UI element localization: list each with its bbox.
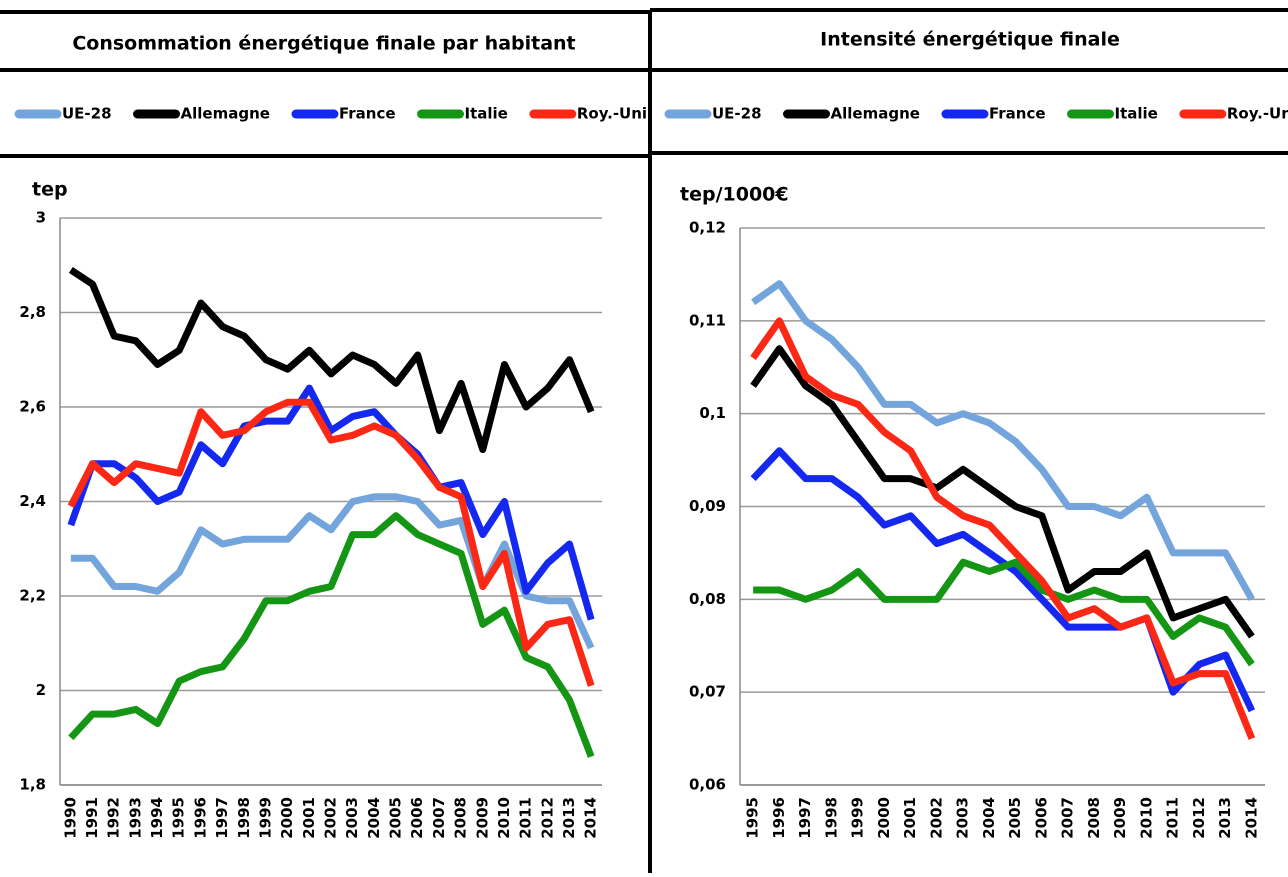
line-series — [750, 345, 1255, 639]
x-tick-label: 1999 — [256, 797, 274, 839]
x-tick-label: 1992 — [105, 797, 123, 839]
y-tick-label: 2,2 — [19, 587, 46, 605]
line-series — [750, 447, 1256, 713]
x-tick-label: 1990 — [61, 797, 79, 839]
x-tick-label: 2003 — [954, 797, 972, 839]
line-series — [68, 512, 595, 758]
legend-label: France — [339, 105, 396, 123]
x-tick-label: 2010 — [1137, 797, 1155, 839]
chart-title: Consommation énergétique finale par habi… — [72, 33, 575, 55]
x-tick-label: 2005 — [387, 797, 405, 839]
legend-label: Roy.-Uni — [1227, 105, 1288, 123]
legend-label: UE-28 — [712, 105, 762, 123]
y-tick-label: 3 — [36, 209, 46, 227]
line-series — [67, 398, 595, 687]
x-tick-label: 1996 — [191, 797, 209, 839]
x-tick-label: 2003 — [343, 797, 361, 839]
x-tick-label: 1995 — [744, 797, 762, 839]
x-tick-label: 2014 — [1242, 797, 1260, 839]
y-tick-label: 0,11 — [689, 311, 726, 329]
y-tick-label: 0,12 — [689, 219, 726, 237]
legend-label: Italie — [1115, 105, 1158, 123]
x-tick-label: 2012 — [538, 797, 556, 839]
x-tick-label: 2009 — [1111, 797, 1129, 839]
x-tick-label: 2001 — [901, 797, 919, 839]
line-series — [753, 558, 1255, 667]
x-tick-label: 1996 — [770, 797, 788, 839]
legend-label: UE-28 — [62, 105, 112, 123]
y-tick-label: 2,4 — [19, 492, 46, 510]
x-tick-label: 2002 — [927, 797, 945, 839]
line-series — [751, 280, 1255, 602]
y-tick-label: 0,1 — [699, 404, 726, 422]
x-tick-label: 1994 — [148, 797, 166, 839]
x-tick-label: 1999 — [849, 797, 867, 839]
x-tick-label: 1998 — [822, 797, 840, 839]
x-tick-label: 2013 — [560, 797, 578, 839]
y-tick-label: 1,8 — [19, 776, 46, 794]
x-tick-label: 2002 — [322, 797, 340, 839]
frame — [0, 8, 1288, 873]
line-series — [67, 384, 595, 621]
x-tick-label: 2011 — [517, 797, 535, 839]
x-tick-label: 2006 — [1032, 797, 1050, 839]
x-tick-label: 1993 — [126, 797, 144, 839]
x-tick-label: 2008 — [452, 797, 470, 839]
x-tick-label: 2005 — [1006, 797, 1024, 839]
x-tick-label: 2001 — [300, 797, 318, 839]
axis-unit: tep/1000€ — [680, 184, 789, 206]
legend-label: Allemagne — [831, 105, 920, 123]
y-tick-label: 0,06 — [689, 776, 726, 794]
chart-title: Intensité énergétique finale — [820, 29, 1120, 51]
y-tick-label: 2,8 — [19, 303, 46, 321]
y-tick-label: 0,08 — [689, 590, 726, 608]
legend-label: France — [989, 105, 1046, 123]
x-tick-label: 1998 — [235, 797, 253, 839]
x-tick-label: 2007 — [430, 797, 448, 839]
y-tick-label: 2,6 — [19, 398, 46, 416]
x-tick-label: 1997 — [213, 797, 231, 839]
x-tick-label: 2000 — [278, 797, 296, 839]
y-tick-label: 0,09 — [689, 497, 726, 515]
x-tick-label: 2000 — [875, 797, 893, 839]
x-tick-label: 2012 — [1190, 797, 1208, 839]
x-tick-label: 2006 — [408, 797, 426, 839]
y-tick-label: 2 — [36, 681, 46, 699]
line-series — [70, 493, 595, 650]
legend-label: Allemagne — [181, 105, 270, 123]
x-tick-label: 2004 — [365, 797, 383, 839]
line-series — [750, 317, 1256, 740]
x-tick-label: 2007 — [1059, 797, 1077, 839]
x-tick-label: 2010 — [495, 797, 513, 839]
x-tick-label: 2013 — [1216, 797, 1234, 839]
y-tick-label: 0,07 — [689, 683, 726, 701]
x-tick-label: 2014 — [582, 797, 600, 839]
line-series — [68, 267, 595, 454]
axis-unit: tep — [32, 179, 68, 201]
x-tick-label: 2008 — [1085, 797, 1103, 839]
x-tick-label: 2011 — [1164, 797, 1182, 839]
x-tick-label: 2009 — [473, 797, 491, 839]
x-tick-label: 2004 — [980, 797, 998, 839]
legend-label: Italie — [465, 105, 508, 123]
x-tick-label: 1995 — [170, 797, 188, 839]
legend-label: Roy.-Uni — [577, 105, 647, 123]
x-tick-label: 1991 — [83, 797, 101, 839]
x-tick-label: 1997 — [796, 797, 814, 839]
